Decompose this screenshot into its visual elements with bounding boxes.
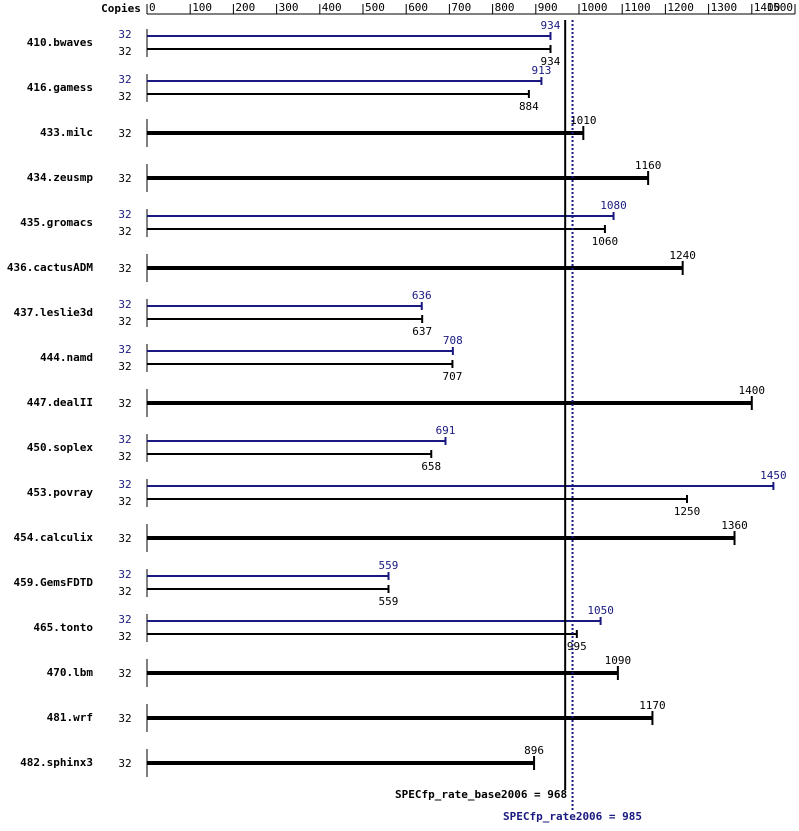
- peak-copies: 32: [118, 478, 131, 491]
- base-value-label: 1060: [592, 235, 619, 248]
- base-value-label: 884: [519, 100, 539, 113]
- base-copies: 32: [118, 450, 131, 463]
- benchmark-label: 410.bwaves: [27, 36, 93, 49]
- peak-value-label: 691: [436, 424, 456, 437]
- peak-copies: 32: [118, 433, 131, 446]
- x-tick-label: 100: [192, 1, 212, 14]
- benchmark-label: 470.lbm: [47, 666, 94, 679]
- peak-value-label: 934: [541, 19, 561, 32]
- x-tick-label: 600: [408, 1, 428, 14]
- x-tick-label: 700: [451, 1, 471, 14]
- base-copies: 32: [118, 45, 131, 58]
- base-value-label: 1160: [635, 159, 662, 172]
- benchmark-label: 433.milc: [40, 126, 93, 139]
- base-copies: 32: [118, 630, 131, 643]
- x-tick-label: 900: [538, 1, 558, 14]
- x-tick-label: 1500: [767, 1, 794, 14]
- benchmark-label: 481.wrf: [47, 711, 93, 724]
- peak-value-label: 1050: [587, 604, 614, 617]
- reference-label: SPECfp_rate2006 = 985: [503, 810, 642, 823]
- peak-value-label: 559: [379, 559, 399, 572]
- benchmark-label: 434.zeusmp: [27, 171, 94, 184]
- base-copies: 32: [118, 90, 131, 103]
- benchmark-label: 435.gromacs: [20, 216, 93, 229]
- base-value-label: 1240: [669, 249, 696, 262]
- base-value-label: 1090: [605, 654, 632, 667]
- benchmark-label: 437.leslie3d: [14, 306, 93, 319]
- base-value-label: 1400: [739, 384, 766, 397]
- copies-header: Copies: [101, 2, 141, 15]
- base-value-label: 1250: [674, 505, 701, 518]
- peak-value-label: 1450: [760, 469, 787, 482]
- x-tick-label: 1000: [581, 1, 608, 14]
- base-copies: 32: [118, 397, 131, 410]
- peak-value-label: 636: [412, 289, 432, 302]
- benchmark-label: 459.GemsFDTD: [14, 576, 94, 589]
- x-tick-label: 1200: [667, 1, 694, 14]
- peak-copies: 32: [118, 613, 131, 626]
- base-value-label: 637: [412, 325, 432, 338]
- peak-copies: 32: [118, 343, 131, 356]
- base-value-label: 934: [541, 55, 561, 68]
- base-value-label: 896: [524, 744, 544, 757]
- x-tick-label: 1400: [754, 1, 781, 14]
- x-tick-label: 0: [149, 1, 156, 14]
- base-value-label: 1360: [721, 519, 748, 532]
- base-copies: 32: [118, 712, 131, 725]
- x-tick-label: 800: [495, 1, 515, 14]
- base-value-label: 1170: [639, 699, 666, 712]
- base-copies: 32: [118, 667, 131, 680]
- benchmark-label: 444.namd: [40, 351, 93, 364]
- base-copies: 32: [118, 172, 131, 185]
- peak-value-label: 708: [443, 334, 463, 347]
- base-value-label: 559: [379, 595, 399, 608]
- peak-copies: 32: [118, 568, 131, 581]
- peak-value-label: 1080: [600, 199, 627, 212]
- peak-copies: 32: [118, 73, 131, 86]
- base-value-label: 1010: [570, 114, 597, 127]
- benchmark-label: 453.povray: [27, 486, 94, 499]
- peak-copies: 32: [118, 208, 131, 221]
- peak-value-label: 913: [531, 64, 551, 77]
- benchmark-label: 450.soplex: [27, 441, 94, 454]
- base-value-label: 707: [442, 370, 462, 383]
- peak-copies: 32: [118, 28, 131, 41]
- x-tick-label: 400: [322, 1, 342, 14]
- base-copies: 32: [118, 360, 131, 373]
- benchmark-label: 436.cactusADM: [7, 261, 93, 274]
- benchmark-label: 465.tonto: [33, 621, 93, 634]
- base-copies: 32: [118, 127, 131, 140]
- x-tick-label: 1300: [711, 1, 738, 14]
- x-tick-label: 1100: [624, 1, 651, 14]
- base-copies: 32: [118, 585, 131, 598]
- x-tick-label: 200: [235, 1, 255, 14]
- base-copies: 32: [118, 262, 131, 275]
- base-value-label: 995: [567, 640, 587, 653]
- base-copies: 32: [118, 225, 131, 238]
- benchmark-label: 482.sphinx3: [20, 756, 93, 769]
- benchmark-label: 416.gamess: [27, 81, 93, 94]
- benchmark-label: 447.dealII: [27, 396, 93, 409]
- x-tick-label: 300: [279, 1, 299, 14]
- reference-label: SPECfp_rate_base2006 = 968: [395, 788, 567, 801]
- base-copies: 32: [118, 495, 131, 508]
- base-copies: 32: [118, 315, 131, 328]
- base-value-label: 658: [421, 460, 441, 473]
- benchmark-label: 454.calculix: [14, 531, 94, 544]
- base-copies: 32: [118, 757, 131, 770]
- peak-copies: 32: [118, 298, 131, 311]
- x-tick-label: 500: [365, 1, 385, 14]
- base-copies: 32: [118, 532, 131, 545]
